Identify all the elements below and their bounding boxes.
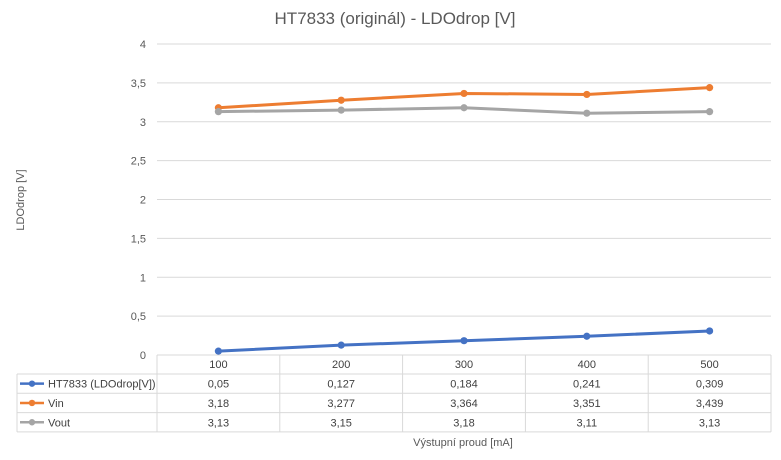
y-axis-ticks: 0 0,5 1 1,5 2 2,5 3 3,5 4 bbox=[131, 39, 146, 362]
table-cell-value: 3,15 bbox=[330, 417, 351, 429]
plot-series bbox=[214, 84, 714, 355]
legend-key-marker bbox=[28, 419, 36, 426]
y-tick-label: 3 bbox=[140, 117, 146, 129]
y-tick-label: 1,5 bbox=[131, 233, 146, 245]
x-axis-label: Výstupní proud [mA] bbox=[413, 437, 513, 449]
table-cell-value: 3,18 bbox=[453, 417, 474, 429]
data-point bbox=[337, 106, 345, 114]
table-cell-value: 3,439 bbox=[696, 398, 724, 410]
y-tick-label: 2 bbox=[140, 195, 146, 207]
table-cell-value: 3,18 bbox=[208, 398, 229, 410]
data-point bbox=[583, 109, 591, 117]
gridlines bbox=[157, 43, 771, 317]
data-point bbox=[583, 90, 591, 99]
data-point bbox=[214, 108, 222, 116]
data-point bbox=[583, 332, 591, 340]
x-tick-label: 300 bbox=[455, 359, 473, 371]
legend-series-name: HT7833 (LDOdrop[V]) bbox=[48, 379, 156, 391]
table-cell-value: 3,351 bbox=[573, 398, 601, 410]
table-cell-value: 0,05 bbox=[208, 379, 229, 391]
y-tick-label: 0 bbox=[140, 350, 146, 362]
chart-title: HT7833 (originál) - LDOdrop [V] bbox=[275, 9, 516, 28]
data-point bbox=[460, 104, 468, 112]
table-cell-value: 3,11 bbox=[577, 417, 598, 429]
x-tick-label: 200 bbox=[332, 359, 350, 371]
y-tick-label: 4 bbox=[140, 39, 146, 51]
data-table: 100 200 300 400 500 HT7833 (LDOdrop[V]) 0,05 0,… bbox=[16, 354, 772, 433]
legend-series-name: Vout bbox=[48, 417, 70, 429]
data-point bbox=[706, 327, 714, 335]
table-cell-value: 3,277 bbox=[327, 398, 355, 410]
table-cell-value: 3,13 bbox=[208, 417, 229, 429]
y-tick-label: 1 bbox=[140, 272, 146, 284]
x-tick-label: 100 bbox=[209, 359, 227, 371]
data-point bbox=[460, 89, 468, 98]
data-point bbox=[337, 341, 345, 349]
table-cell-value: 0,184 bbox=[450, 379, 478, 391]
data-point bbox=[460, 337, 468, 345]
x-tick-label: 500 bbox=[700, 359, 718, 371]
y-axis-label: LDOdrop [V] bbox=[15, 169, 27, 230]
data-point bbox=[214, 347, 222, 355]
table-cell-value: 3,364 bbox=[450, 398, 478, 410]
data-point bbox=[337, 96, 345, 104]
table-cell-value: 0,241 bbox=[573, 379, 601, 391]
x-tick-label: 400 bbox=[578, 359, 596, 371]
table-cell-value: 0,309 bbox=[696, 379, 724, 391]
data-point bbox=[706, 84, 714, 92]
legend-key-marker bbox=[28, 380, 36, 387]
y-tick-label: 0,5 bbox=[131, 311, 146, 323]
y-tick-label: 2,5 bbox=[131, 156, 146, 168]
data-point bbox=[706, 108, 714, 116]
y-tick-label: 3,5 bbox=[131, 78, 146, 90]
table-cell-value: 0,127 bbox=[327, 379, 355, 391]
legend-key-marker bbox=[28, 399, 36, 407]
legend-series-name: Vin bbox=[48, 398, 64, 410]
table-cell-value: 3,13 bbox=[699, 417, 720, 429]
